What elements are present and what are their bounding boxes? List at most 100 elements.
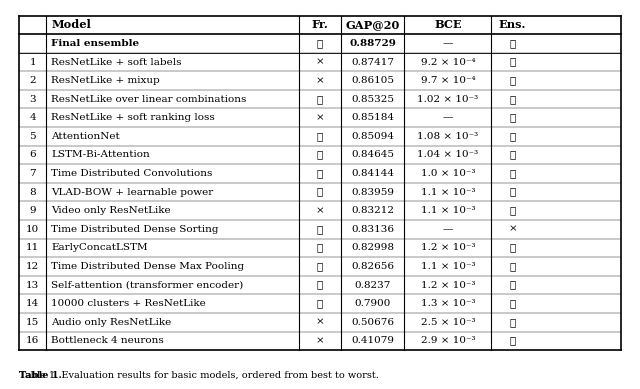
Text: ✓: ✓ <box>509 58 516 67</box>
Text: 5: 5 <box>29 132 36 141</box>
Text: 7: 7 <box>29 169 36 178</box>
Text: ✓: ✓ <box>509 95 516 104</box>
Text: ✓: ✓ <box>509 39 516 48</box>
Text: ResNetLike + soft labels: ResNetLike + soft labels <box>51 58 182 67</box>
Text: 1.08 × 10⁻³: 1.08 × 10⁻³ <box>417 132 479 141</box>
Text: ✓: ✓ <box>509 336 516 345</box>
Text: —: — <box>443 39 453 48</box>
Text: 0.86105: 0.86105 <box>351 76 394 85</box>
Text: ✓: ✓ <box>317 151 323 159</box>
Text: 10: 10 <box>26 225 40 234</box>
Text: ×: × <box>316 336 324 345</box>
Text: 2: 2 <box>29 76 36 85</box>
Text: 0.82998: 0.82998 <box>351 244 394 252</box>
Text: —: — <box>443 225 453 234</box>
Text: ✓: ✓ <box>317 187 323 196</box>
Text: 0.82656: 0.82656 <box>351 262 394 271</box>
Text: 1.1 × 10⁻³: 1.1 × 10⁻³ <box>420 206 475 215</box>
Text: ✓: ✓ <box>509 113 516 122</box>
Text: ✓: ✓ <box>317 244 323 252</box>
Text: 6: 6 <box>29 151 36 159</box>
Text: Ens.: Ens. <box>499 19 526 30</box>
Text: 0.83959: 0.83959 <box>351 187 394 196</box>
Text: ✓: ✓ <box>509 318 516 327</box>
Text: 9: 9 <box>29 206 36 215</box>
Text: ✓: ✓ <box>509 132 516 141</box>
Text: 2.5 × 10⁻³: 2.5 × 10⁻³ <box>420 318 475 327</box>
Text: ResNetLike over linear combinations: ResNetLike over linear combinations <box>51 95 247 104</box>
Text: 1.0 × 10⁻³: 1.0 × 10⁻³ <box>420 169 475 178</box>
Text: 8: 8 <box>29 187 36 196</box>
Text: ✓: ✓ <box>317 225 323 234</box>
Text: ×: × <box>316 206 324 215</box>
Text: 9.7 × 10⁻⁴: 9.7 × 10⁻⁴ <box>420 76 475 85</box>
Text: ✓: ✓ <box>317 280 323 289</box>
Text: 0.85184: 0.85184 <box>351 113 394 122</box>
Text: Fr.: Fr. <box>312 19 328 30</box>
Text: ✓: ✓ <box>509 206 516 215</box>
Text: 15: 15 <box>26 318 40 327</box>
Text: Table 1. Evaluation results for basic models, ordered from best to worst.: Table 1. Evaluation results for basic mo… <box>19 371 379 380</box>
Text: 12: 12 <box>26 262 40 271</box>
Text: ×: × <box>316 113 324 122</box>
Text: Self-attention (transformer encoder): Self-attention (transformer encoder) <box>51 280 244 289</box>
Text: Table 1.: Table 1. <box>19 371 62 380</box>
Text: Time Distributed Dense Sorting: Time Distributed Dense Sorting <box>51 225 219 234</box>
Text: 0.85094: 0.85094 <box>351 132 394 141</box>
Text: LSTM-Bi-Attention: LSTM-Bi-Attention <box>51 151 150 159</box>
Text: ✓: ✓ <box>509 299 516 308</box>
Text: ✓: ✓ <box>317 299 323 308</box>
Text: ×: × <box>316 76 324 85</box>
Text: Time Distributed Convolutions: Time Distributed Convolutions <box>51 169 212 178</box>
Text: 0.8237: 0.8237 <box>355 280 391 289</box>
Text: 0.85325: 0.85325 <box>351 95 394 104</box>
Text: 10000 clusters + ResNetLike: 10000 clusters + ResNetLike <box>51 299 206 308</box>
Text: ✓: ✓ <box>317 262 323 271</box>
Text: 1.1 × 10⁻³: 1.1 × 10⁻³ <box>420 187 475 196</box>
Text: 0.84144: 0.84144 <box>351 169 394 178</box>
Text: ResNetLike + soft ranking loss: ResNetLike + soft ranking loss <box>51 113 215 122</box>
Text: Bottleneck 4 neurons: Bottleneck 4 neurons <box>51 336 164 345</box>
Text: —: — <box>443 113 453 122</box>
Text: 3: 3 <box>29 95 36 104</box>
Text: ✓: ✓ <box>509 280 516 289</box>
Text: 0.88729: 0.88729 <box>349 39 396 48</box>
Text: 13: 13 <box>26 280 40 289</box>
Text: ×: × <box>316 318 324 327</box>
Text: 0.41079: 0.41079 <box>351 336 394 345</box>
Text: Audio only ResNetLike: Audio only ResNetLike <box>51 318 172 327</box>
Text: 1.3 × 10⁻³: 1.3 × 10⁻³ <box>420 299 475 308</box>
Text: ✓: ✓ <box>317 169 323 178</box>
Text: 9.2 × 10⁻⁴: 9.2 × 10⁻⁴ <box>420 58 475 67</box>
Text: ×: × <box>508 225 517 234</box>
Text: 11: 11 <box>26 244 40 252</box>
Text: Time Distributed Dense Max Pooling: Time Distributed Dense Max Pooling <box>51 262 244 271</box>
Text: 1.1 × 10⁻³: 1.1 × 10⁻³ <box>420 262 475 271</box>
Text: ✓: ✓ <box>317 39 323 48</box>
Text: ✓: ✓ <box>509 187 516 196</box>
Text: 0.84645: 0.84645 <box>351 151 394 159</box>
Text: 0.87417: 0.87417 <box>351 58 394 67</box>
Text: ✓: ✓ <box>509 151 516 159</box>
Text: ✓: ✓ <box>509 76 516 85</box>
Text: ResNetLike + mixup: ResNetLike + mixup <box>51 76 160 85</box>
Text: 16: 16 <box>26 336 40 345</box>
Text: 1: 1 <box>29 58 36 67</box>
Text: 2.9 × 10⁻³: 2.9 × 10⁻³ <box>420 336 475 345</box>
Text: AttentionNet: AttentionNet <box>51 132 120 141</box>
Text: 1.04 × 10⁻³: 1.04 × 10⁻³ <box>417 151 479 159</box>
Text: 1.2 × 10⁻³: 1.2 × 10⁻³ <box>420 244 475 252</box>
Text: Model: Model <box>51 19 92 30</box>
Text: GAP@20: GAP@20 <box>346 19 400 30</box>
Text: VLAD-BOW + learnable power: VLAD-BOW + learnable power <box>51 187 214 196</box>
Text: 0.50676: 0.50676 <box>351 318 394 327</box>
Text: Video only ResNetLike: Video only ResNetLike <box>51 206 171 215</box>
Text: Final ensemble: Final ensemble <box>51 39 140 48</box>
Text: 0.7900: 0.7900 <box>355 299 391 308</box>
Text: 0.83212: 0.83212 <box>351 206 394 215</box>
Text: ✓: ✓ <box>317 95 323 104</box>
Text: 1.02 × 10⁻³: 1.02 × 10⁻³ <box>417 95 479 104</box>
Text: ✓: ✓ <box>509 169 516 178</box>
Text: BCE: BCE <box>434 19 461 30</box>
Text: ×: × <box>316 58 324 67</box>
